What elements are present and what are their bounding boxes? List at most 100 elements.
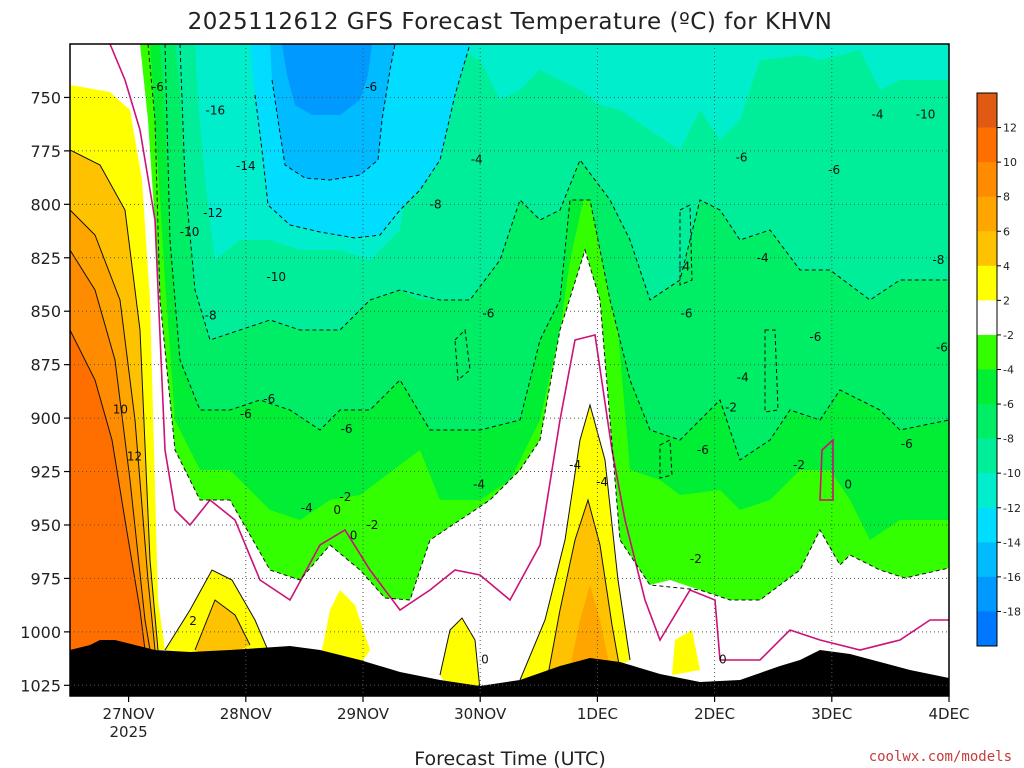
contour-label: -10 — [916, 108, 936, 122]
y-tick-label: 1000 — [20, 623, 61, 642]
warm-pocket-30nov — [440, 618, 480, 690]
contour-label: -14 — [236, 159, 256, 173]
contour-label: -4 — [301, 501, 313, 515]
colorbar-swatch — [977, 162, 997, 198]
colorbar-label: -14 — [1003, 536, 1021, 549]
contour-label: -6 — [482, 306, 494, 320]
x-tick-label: 30NOV — [454, 705, 507, 723]
x-tick-label: 4DEC — [928, 705, 969, 723]
contour-label: -2 — [793, 458, 805, 472]
colorbar-swatch — [977, 611, 997, 647]
contour-label: -8 — [932, 253, 944, 267]
y-tick-label: 750 — [30, 88, 61, 107]
y-tick-label: 775 — [30, 142, 61, 161]
colorbar-swatch — [977, 127, 997, 163]
region-plus-10 — [70, 330, 145, 650]
colorbar: 12 10 8 6 4 2 -2 -4 -6 -8 -10 -12 -14 -16 -18 — [976, 92, 1021, 647]
x-tick-label: 29NOV — [337, 705, 390, 723]
chart-title: 2025112612 GFS Forecast Temperature (ºC)… — [188, 9, 833, 35]
colorbar-swatch — [977, 231, 997, 267]
contour-label: -10 — [266, 270, 286, 284]
contour-label: -12 — [203, 206, 223, 220]
colorbar-swatch — [977, 542, 997, 578]
contour-label: -2 — [366, 518, 378, 532]
isotherm-lines — [147, 44, 949, 601]
y-tick-label: 875 — [30, 356, 61, 375]
plot-frame — [69, 43, 950, 697]
contour-labels: -16-14-12-10-10-8-6 -6-4-8-4 -10-6-6-4 -8-4… — [113, 80, 948, 667]
contour-label: -6 — [828, 163, 840, 177]
colorbar-label: 4 — [1003, 260, 1010, 273]
colorbar-swatch — [977, 334, 997, 370]
colorbar-label: 8 — [1003, 191, 1010, 204]
contour-label: -4 — [569, 458, 581, 472]
colorbar-swatch — [977, 265, 997, 301]
contour-label: -4 — [757, 251, 769, 265]
colorbar-label: -8 — [1003, 433, 1014, 446]
contour-label: -4 — [471, 152, 483, 166]
contour-label: -6 — [680, 306, 692, 320]
y-tick-label: 900 — [30, 409, 61, 428]
contour-label: -2 — [339, 490, 351, 504]
colorbar-swatch — [977, 369, 997, 405]
y-tick-label: 850 — [30, 302, 61, 321]
colorbar-swatch — [977, 93, 997, 129]
contour-label: -6 — [240, 407, 252, 421]
colorbar-label: -12 — [1003, 502, 1021, 515]
contour-label: 0 — [333, 503, 341, 517]
contour-label: -2 — [690, 552, 702, 566]
warm-pocket-1dec-6 — [570, 585, 610, 668]
contour-label: -2 — [725, 400, 737, 414]
y-tick-label: 1025 — [20, 676, 61, 695]
freezing-line-loop — [819, 438, 834, 501]
warm-pocket-29nov — [320, 590, 370, 665]
contour-label: -4 — [678, 259, 690, 273]
colorbar-swatch — [977, 196, 997, 232]
contour-label: -6 — [936, 341, 948, 355]
colorbar-label: -6 — [1003, 398, 1014, 411]
colorbar-label: 10 — [1003, 156, 1017, 169]
y-tick-label: 800 — [30, 195, 61, 214]
warm-pocket-28nov-4 — [195, 600, 250, 660]
contour-label: 0 — [719, 653, 727, 667]
x-tick-label: 27NOV — [103, 705, 156, 723]
contour-label: -8 — [430, 197, 442, 211]
x-axis-label: Forecast Time (UTC) — [414, 748, 605, 768]
contour-label: -6 — [263, 392, 275, 406]
colorbar-swatch — [977, 404, 997, 440]
contour-label: -6 — [697, 443, 709, 457]
warm-pocket-2dec — [672, 630, 700, 675]
y-axis: 750 775 800 825 850 875 900 925 950 975 1000 1025 — [20, 88, 70, 695]
colorbar-label: -18 — [1003, 605, 1021, 618]
colorbar-swatch — [977, 438, 997, 474]
y-tick-label: 825 — [30, 249, 61, 268]
contour-label: -6 — [736, 150, 748, 164]
contour-label: -6 — [341, 422, 353, 436]
contour-label: -16 — [206, 103, 226, 117]
x-tick-label: 3DEC — [811, 705, 852, 723]
contour-label: -4 — [473, 477, 485, 491]
contour-label: -6 — [901, 437, 913, 451]
colorbar-label: -16 — [1003, 571, 1021, 584]
colorbar-label: 2 — [1003, 294, 1010, 307]
contour-label: -4 — [737, 370, 749, 384]
contour-label: -4 — [872, 108, 884, 122]
y-tick-label: 950 — [30, 516, 61, 535]
contour-label: -4 — [596, 475, 608, 489]
region-minus-18 — [282, 44, 372, 115]
colorbar-label: -2 — [1003, 329, 1014, 342]
colorbar-swatch — [977, 473, 997, 509]
contour-label: 0 — [844, 477, 852, 491]
contour-label: -6 — [365, 80, 377, 94]
credit-text: coolwx.com/models — [869, 749, 1012, 765]
colorbar-swatch — [977, 507, 997, 543]
colorbar-label: -4 — [1003, 364, 1014, 377]
x-tick-label: 2DEC — [694, 705, 735, 723]
colorbar-swatch — [977, 300, 997, 336]
warm-isotherm-lines — [70, 149, 631, 691]
colorbar-label: 6 — [1003, 225, 1010, 238]
colorbar-swatch — [977, 576, 997, 612]
contour-label: -8 — [205, 308, 217, 322]
contour-label: 0 — [350, 529, 358, 543]
